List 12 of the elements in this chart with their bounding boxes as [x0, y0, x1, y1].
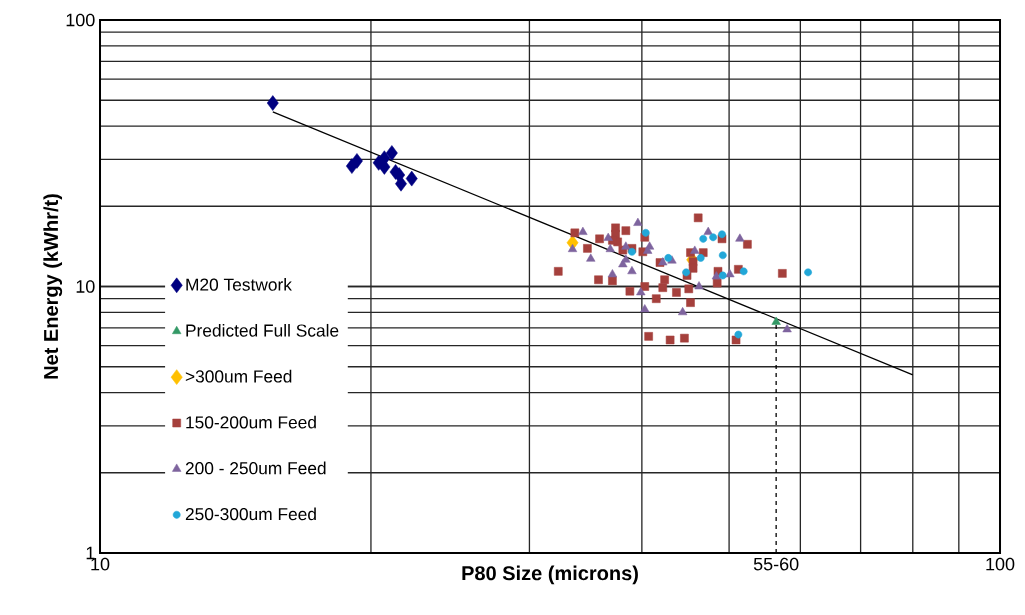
legend-label: 150-200um Feed [186, 415, 316, 429]
legend-label: 200 - 250um Feed [185, 461, 326, 475]
y-tick-label: 100 [66, 13, 95, 27]
legend-label: 250-300um Feed [185, 507, 316, 521]
y-tick-label: 10 [76, 280, 95, 293]
legend-label: Predicted Full Scale [186, 323, 339, 337]
legend-label: M20 Testwork [186, 278, 292, 291]
legend-label: >300um Feed [185, 369, 292, 383]
y-axis-title: Net Energy (kWhr/t) [43, 194, 63, 379]
x-tick-label: 100 [986, 557, 1015, 571]
x-tick-label: 55-60 [753, 557, 799, 571]
x-axis-title: P80 Size (microns) [462, 565, 638, 585]
